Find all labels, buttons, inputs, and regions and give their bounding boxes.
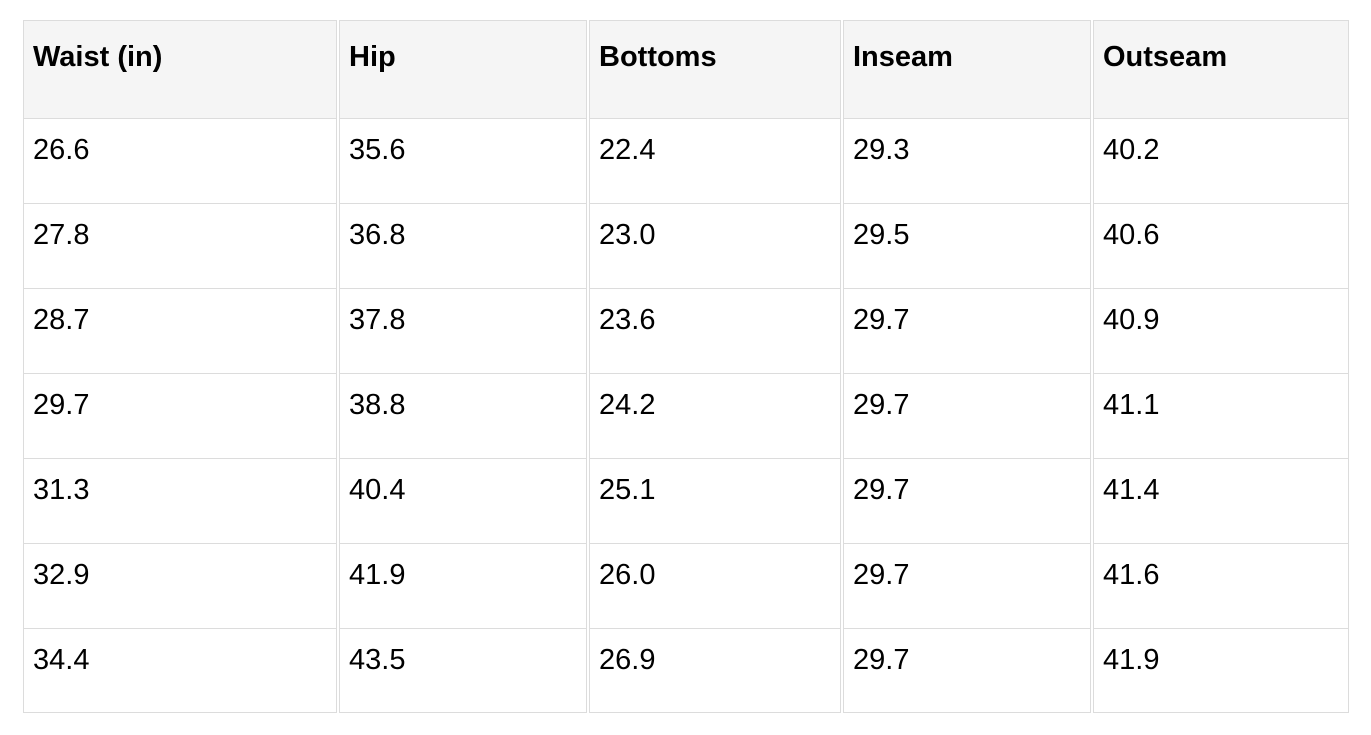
column-header-outseam: Outseam (1093, 20, 1349, 118)
table-cell: 41.9 (1093, 628, 1349, 713)
table-row: 28.7 37.8 23.6 29.7 40.9 (23, 288, 1349, 373)
table-cell: 29.7 (843, 628, 1091, 713)
table-cell: 22.4 (589, 118, 841, 203)
table-row: 31.3 40.4 25.1 29.7 41.4 (23, 458, 1349, 543)
table-row: 29.7 38.8 24.2 29.7 41.1 (23, 373, 1349, 458)
size-chart-table: Waist (in) Hip Bottoms Inseam Outseam 26… (21, 20, 1351, 713)
table-cell: 40.4 (339, 458, 587, 543)
column-header-waist: Waist (in) (23, 20, 337, 118)
table-cell: 29.3 (843, 118, 1091, 203)
table-cell: 27.8 (23, 203, 337, 288)
column-header-inseam: Inseam (843, 20, 1091, 118)
table-row: 34.4 43.5 26.9 29.7 41.9 (23, 628, 1349, 713)
header-row: Waist (in) Hip Bottoms Inseam Outseam (23, 20, 1349, 118)
table-cell: 29.5 (843, 203, 1091, 288)
table-cell: 25.1 (589, 458, 841, 543)
table-cell: 24.2 (589, 373, 841, 458)
table-cell: 35.6 (339, 118, 587, 203)
table-cell: 29.7 (843, 373, 1091, 458)
table-row: 26.6 35.6 22.4 29.3 40.2 (23, 118, 1349, 203)
table-cell: 41.4 (1093, 458, 1349, 543)
table-cell: 37.8 (339, 288, 587, 373)
table-cell: 41.6 (1093, 543, 1349, 628)
size-table-header: Waist (in) Hip Bottoms Inseam Outseam (23, 20, 1349, 118)
table-cell: 40.6 (1093, 203, 1349, 288)
table-cell: 28.7 (23, 288, 337, 373)
table-row: 32.9 41.9 26.0 29.7 41.6 (23, 543, 1349, 628)
table-cell: 29.7 (843, 543, 1091, 628)
table-cell: 40.9 (1093, 288, 1349, 373)
table-cell: 26.6 (23, 118, 337, 203)
column-header-hip: Hip (339, 20, 587, 118)
table-cell: 41.1 (1093, 373, 1349, 458)
table-cell: 40.2 (1093, 118, 1349, 203)
size-table-body: 26.6 35.6 22.4 29.3 40.2 27.8 36.8 23.0 29.5 40.6… (23, 118, 1349, 713)
table-cell: 34.4 (23, 628, 337, 713)
table-cell: 43.5 (339, 628, 587, 713)
table-cell: 29.7 (843, 458, 1091, 543)
table-cell: 23.6 (589, 288, 841, 373)
table-cell: 26.0 (589, 543, 841, 628)
table-row: 27.8 36.8 23.0 29.5 40.6 (23, 203, 1349, 288)
table-cell: 31.3 (23, 458, 337, 543)
table-cell: 26.9 (589, 628, 841, 713)
column-header-bottoms: Bottoms (589, 20, 841, 118)
table-cell: 32.9 (23, 543, 337, 628)
size-chart: Waist (in) Hip Bottoms Inseam Outseam 26… (21, 20, 1351, 713)
table-cell: 29.7 (23, 373, 337, 458)
table-cell: 38.8 (339, 373, 587, 458)
table-cell: 36.8 (339, 203, 587, 288)
table-cell: 23.0 (589, 203, 841, 288)
table-cell: 29.7 (843, 288, 1091, 373)
table-cell: 41.9 (339, 543, 587, 628)
